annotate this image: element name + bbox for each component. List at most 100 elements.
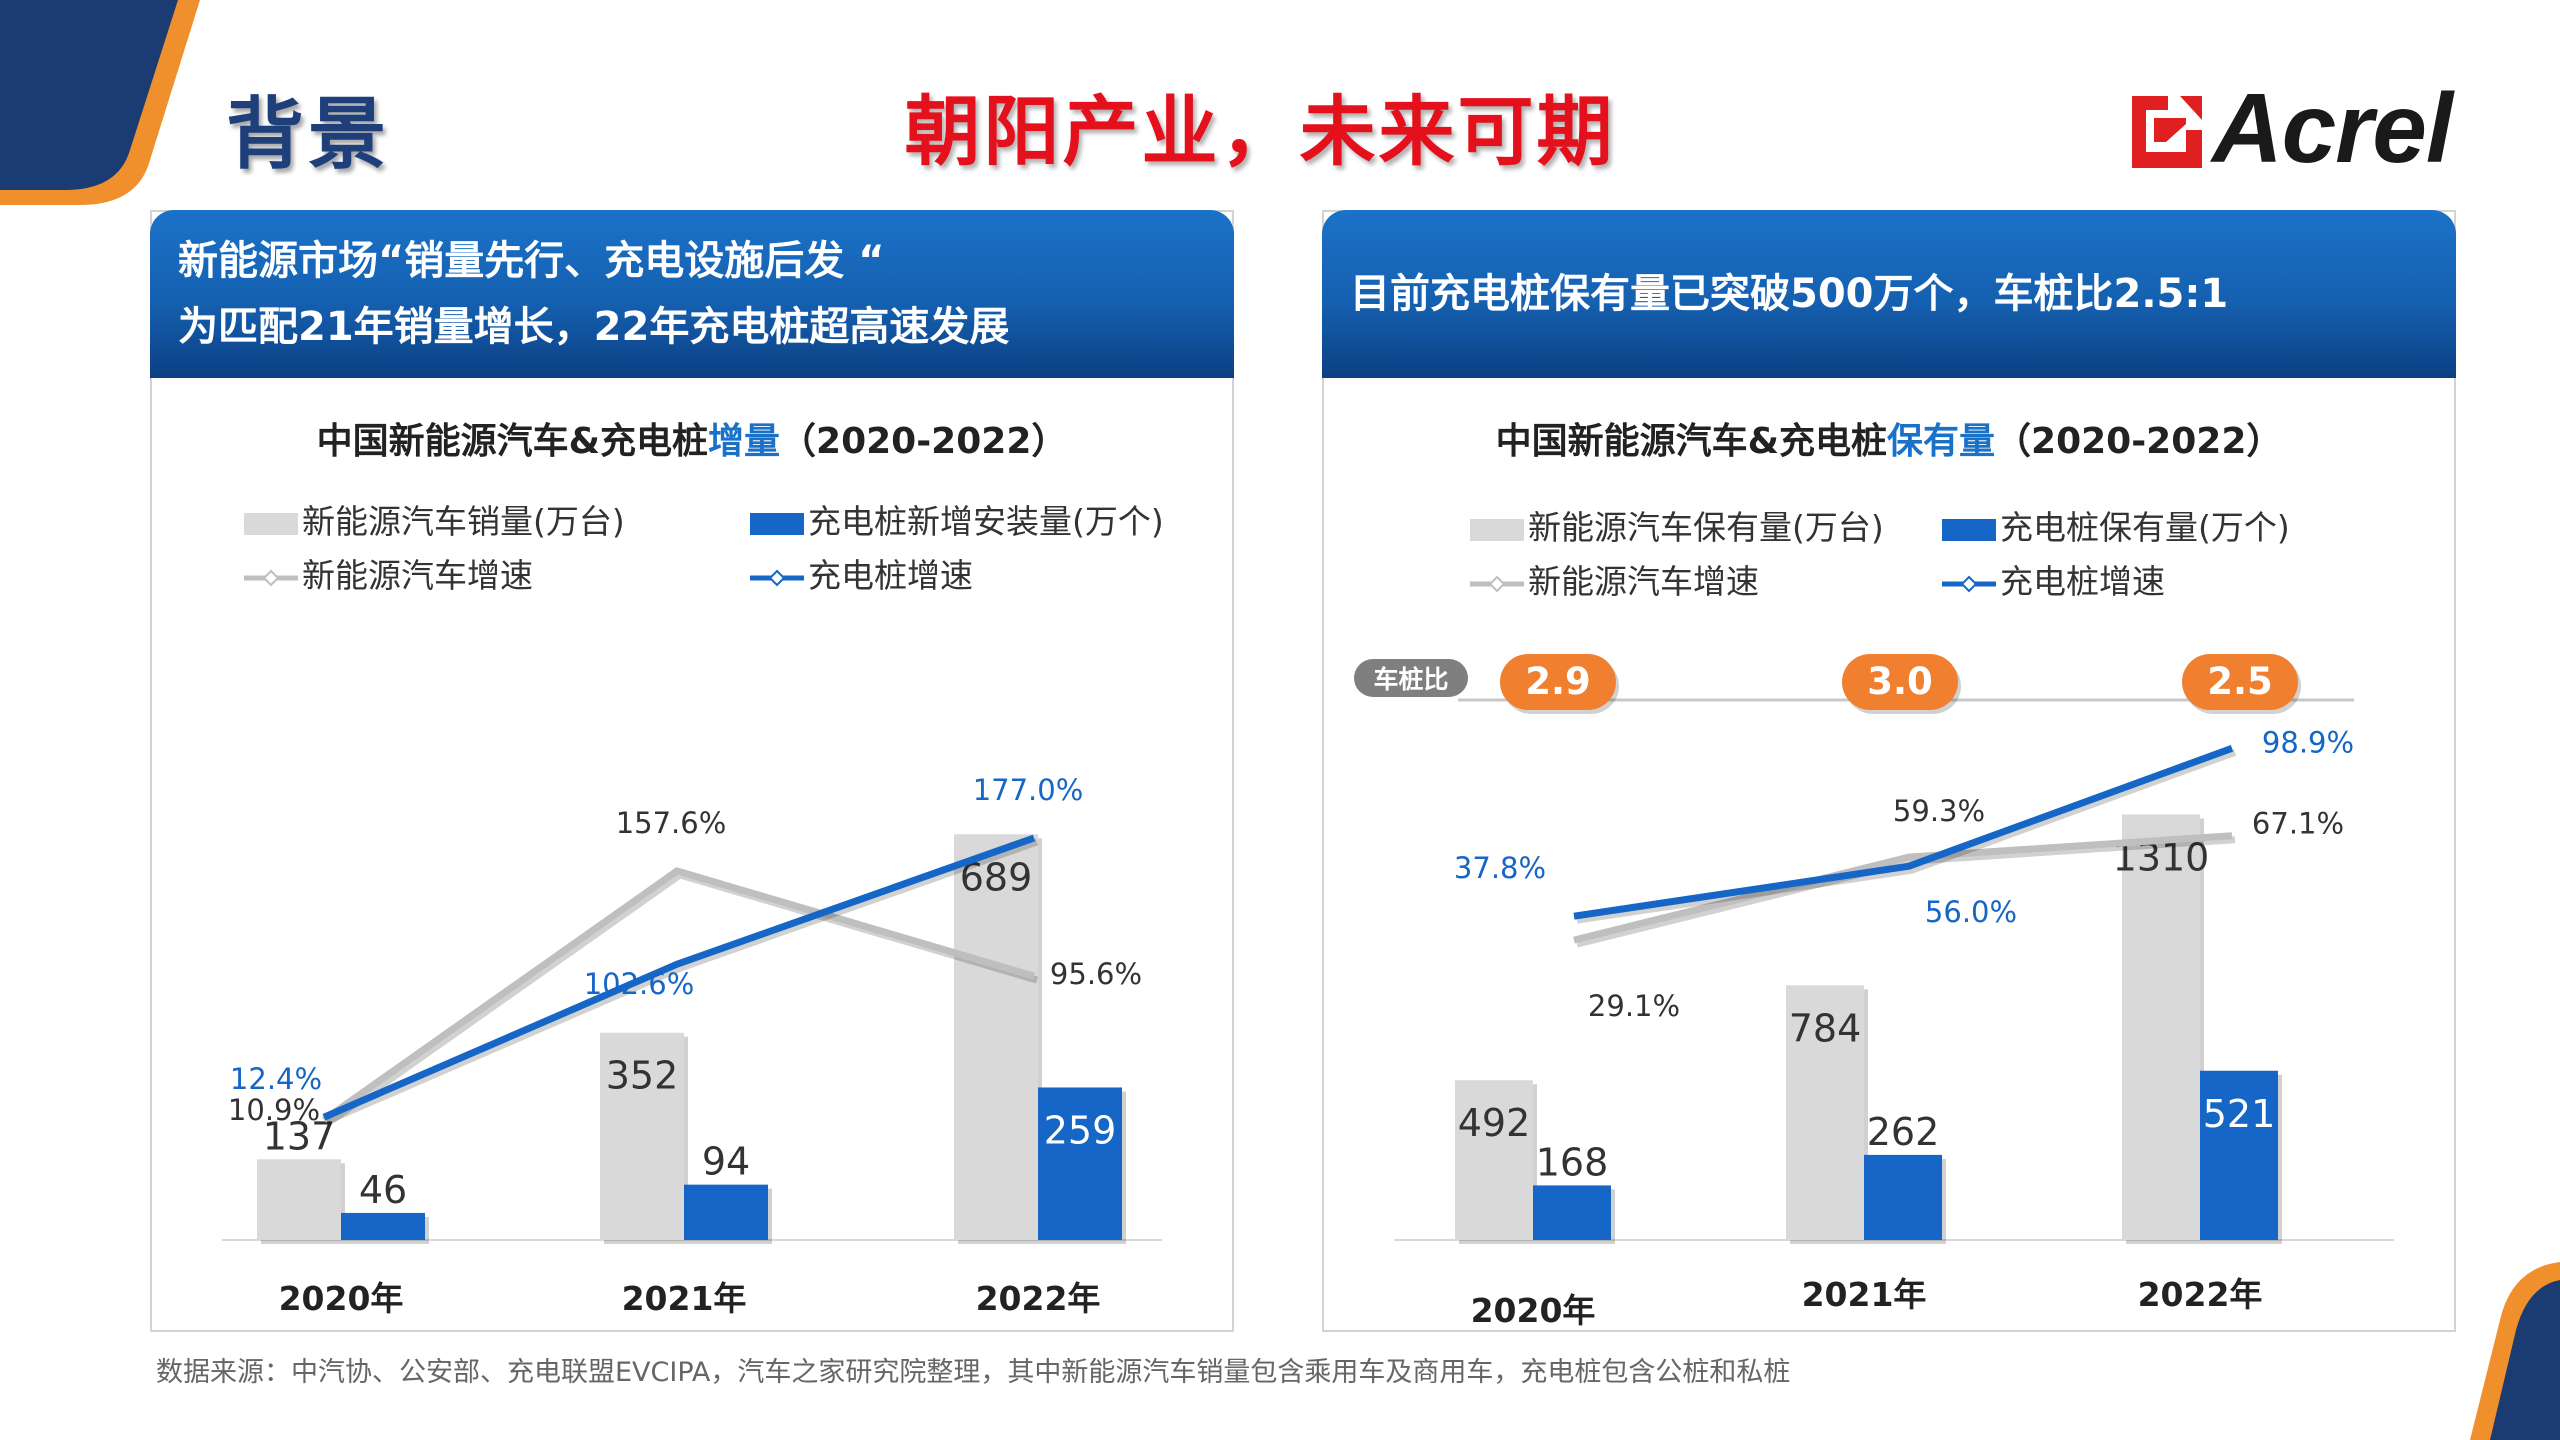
right-chart-title-suffix: （2020-2022） <box>1995 421 2283 462</box>
legend-label: 新能源汽车增速 <box>302 556 533 595</box>
legend-label: 充电桩保有量(万个) <box>2000 508 2290 547</box>
x-tick-label: 2021年 <box>1802 1275 1927 1314</box>
left-chart-title-suffix: （2020-2022） <box>780 421 1068 462</box>
left-chart: 137462020年352942021年6892592022年10.9%157.… <box>222 773 1162 1318</box>
bar-secondary <box>1038 1087 1122 1240</box>
right-legend-bar1: 新能源汽车保有量(万台) <box>1470 508 1884 548</box>
x-tick-label: 2020年 <box>279 1279 404 1318</box>
right-header-line-1: 目前充电桩保有量已突破500万个，车桩比2.5:1 <box>1350 271 2229 317</box>
right-legend-bar2: 充电桩保有量(万个) <box>1942 508 2290 548</box>
bar-primary <box>2122 814 2200 1240</box>
left-header-line-1: 新能源市场“销量先行、充电设施后发 “ <box>178 238 885 284</box>
ratio-label-text: 车桩比 <box>1373 665 1448 694</box>
bar-secondary-label: 168 <box>1536 1140 1609 1184</box>
logo-text: Acrel <box>2212 73 2453 183</box>
right-legend-line1: 新能源汽车增速 <box>1470 562 1759 602</box>
legend-label: 新能源汽车增速 <box>1528 562 1759 601</box>
bar-secondary-label: 262 <box>1867 1110 1940 1154</box>
logo-mark-icon <box>2132 96 2202 168</box>
bar-primary <box>954 834 1038 1240</box>
line-gray-label: 29.1% <box>1588 989 1680 1023</box>
ratio-value: 2.5 <box>2207 660 2273 703</box>
line-gray-label: 59.3% <box>1893 794 1985 828</box>
line-blue-label: 56.0% <box>1925 895 2017 929</box>
bar-primary <box>1455 1080 1533 1240</box>
line-blue-series <box>322 834 1036 1121</box>
ratio-value: 2.9 <box>1525 660 1591 703</box>
bar-primary-label: 784 <box>1789 1006 1862 1050</box>
x-tick-label: 2020年 <box>1471 1291 1596 1330</box>
right-chart-title-highlight: 保有量 <box>1887 421 1996 462</box>
bar-secondary-label: 259 <box>1044 1108 1117 1152</box>
ratio-label-badge <box>1354 659 1468 697</box>
left-legend-bar1: 新能源汽车销量(万台) <box>244 502 625 542</box>
right-chart: 车桩比 2.9 3.0 2.54921682020年7842622021年131052… <box>1354 654 2394 1330</box>
ratio-value: 3.0 <box>1867 660 1933 703</box>
left-legend-bar2: 充电桩新增安装量(万个) <box>750 502 1164 542</box>
line-blue-label: 37.8% <box>1454 851 1546 885</box>
line-gray-label: 67.1% <box>2252 807 2344 841</box>
ratio-pill <box>1500 654 1616 710</box>
legend-label: 新能源汽车销量(万台) <box>302 502 625 541</box>
right-panel-header: 目前充电桩保有量已突破500万个，车桩比2.5:1 <box>1322 210 2456 378</box>
legend-gray-line-icon <box>244 569 298 586</box>
right-legend-line2: 充电桩增速 <box>1942 562 2165 602</box>
legend-gray-line-icon <box>1470 575 1524 592</box>
line-shadow <box>1576 749 2237 924</box>
bar-primary <box>600 1032 684 1240</box>
x-tick-label: 2022年 <box>976 1279 1101 1318</box>
left-chart-title: 中国新能源汽车&充电桩增量（2020-2022） <box>152 412 1232 464</box>
right-panel: 目前充电桩保有量已突破500万个，车桩比2.5:1 中国新能源汽车&充电桩保有量… <box>1322 210 2456 1332</box>
left-legend-line1: 新能源汽车增速 <box>244 556 533 596</box>
page-title: 朝阳产业，未来可期 <box>904 87 1616 176</box>
legend-gray-swatch <box>1470 518 1524 541</box>
x-tick-label: 2021年 <box>622 1279 747 1318</box>
bar-secondary <box>341 1212 425 1240</box>
bar-secondary <box>2200 1070 2278 1240</box>
bar-primary <box>257 1159 341 1240</box>
line-blue-label: 98.9% <box>2262 725 2354 759</box>
line-blue-label: 102.6% <box>584 967 695 1001</box>
right-chart-title: 中国新能源汽车&充电桩保有量（2020-2022） <box>1324 412 2454 464</box>
legend-blue-line-icon <box>750 569 804 586</box>
legend-label: 新能源汽车保有量(万台) <box>1528 508 1884 547</box>
left-chart-title-highlight: 增量 <box>708 421 781 462</box>
legend-blue-swatch <box>750 512 804 535</box>
bar-primary-label: 137 <box>263 1114 336 1158</box>
line-shadow <box>325 838 1039 1125</box>
bar-secondary <box>1864 1154 1942 1240</box>
x-tick-label: 2022年 <box>2138 1275 2263 1314</box>
bar-primary-label: 492 <box>1458 1101 1531 1145</box>
left-header-line-2: 为匹配21年销量增长，22年充电桩超高速发展 <box>178 304 1010 350</box>
left-legend-line2: 充电桩增速 <box>750 556 973 596</box>
line-gray-series <box>1573 832 2233 944</box>
bar-secondary-label: 46 <box>359 1168 407 1212</box>
line-gray-label: 95.6% <box>1050 957 1142 991</box>
left-panel-header: 新能源市场“销量先行、充电设施后发 “ 为匹配21年销量增长，22年充电桩超高速… <box>150 210 1234 378</box>
bar-secondary <box>1533 1185 1611 1240</box>
bar-secondary-label: 94 <box>702 1140 750 1184</box>
bar-secondary <box>684 1184 768 1240</box>
left-chart-title-prefix: 中国新能源汽车&充电桩 <box>316 421 709 462</box>
legend-label: 充电桩增速 <box>808 556 973 595</box>
line-shadow <box>1576 836 2236 948</box>
legend-gray-swatch <box>244 512 298 535</box>
footnote: 数据来源：中汽协、公安部、充电联盟EVCIPA，汽车之家研究院整理，其中新能源汽… <box>156 1357 1791 1388</box>
line-blue-label: 177.0% <box>973 773 1084 807</box>
line-gray-label: 10.9% <box>228 1093 320 1127</box>
line-gray-series <box>321 867 1035 1123</box>
bar-secondary-label: 521 <box>2203 1092 2276 1136</box>
line-blue-series <box>1573 745 2234 920</box>
ratio-pill <box>1842 654 1958 710</box>
legend-blue-swatch <box>1942 518 1996 541</box>
line-gray-label: 157.6% <box>616 806 727 840</box>
bar-primary-label: 352 <box>606 1054 679 1098</box>
acrel-logo: Acrel <box>2128 73 2478 183</box>
left-panel: 新能源市场“销量先行、充电设施后发 “ 为匹配21年销量增长，22年充电桩超高速… <box>150 210 1234 1332</box>
legend-label: 充电桩增速 <box>2000 562 2165 601</box>
legend-label: 充电桩新增安装量(万个) <box>808 502 1164 541</box>
legend-blue-line-icon <box>1942 575 1996 592</box>
section-title: 背景 <box>226 90 391 180</box>
ratio-pill <box>2182 654 2298 710</box>
